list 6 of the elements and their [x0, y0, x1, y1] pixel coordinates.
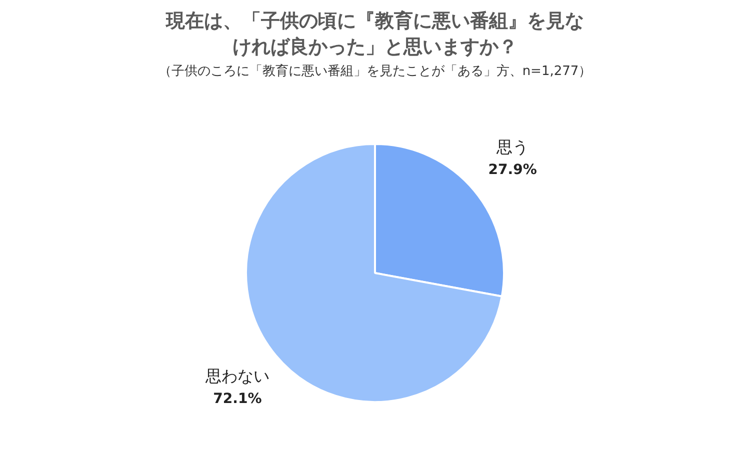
chart-title: 現在は、「子供の頃に『教育に悪い番組』を見なければ良かった」と思いますか？ [165, 9, 585, 60]
data-label: 27.9% [488, 162, 537, 178]
chart-subtitle: （子供のころに「教育に悪い番組」を見たことが「ある」方、n=1,277） [157, 62, 593, 80]
slice-label: 思わない [204, 366, 270, 386]
data-label: 72.1% [213, 391, 262, 408]
slice-label: 思う [496, 138, 529, 157]
